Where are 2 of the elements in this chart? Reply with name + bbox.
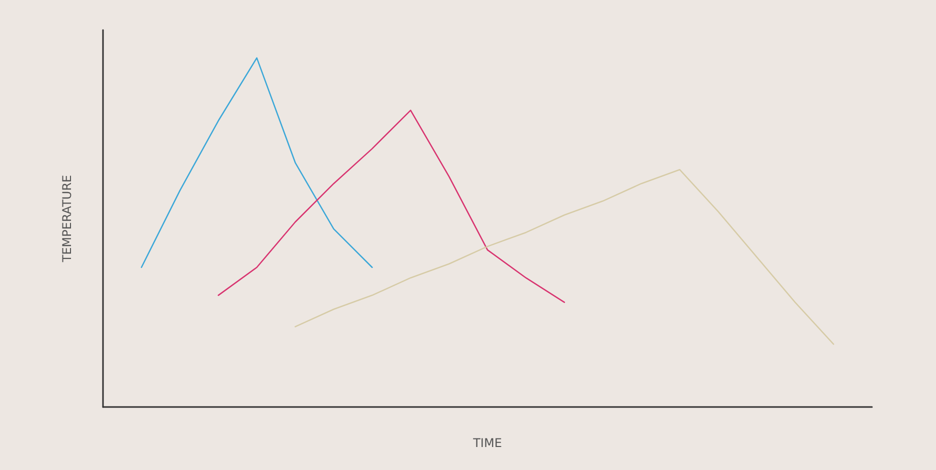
x-axis-title: TIME xyxy=(472,436,502,450)
y-axis-title: TEMPERATURE xyxy=(60,174,74,264)
